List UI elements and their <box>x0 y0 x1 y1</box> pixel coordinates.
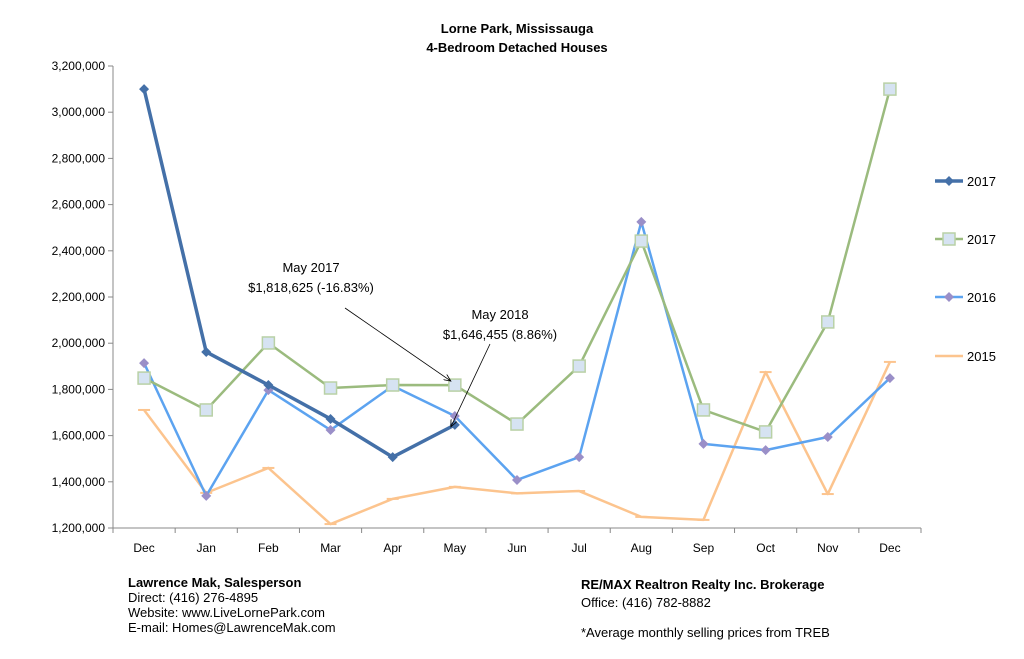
data-point-diamond <box>944 176 954 186</box>
x-tick-label: Nov <box>817 541 838 555</box>
x-tick-label: Jan <box>197 541 216 555</box>
data-point-diamond <box>884 373 895 384</box>
y-tick-label: 1,400,000 <box>52 475 106 489</box>
data-point-square <box>821 315 835 329</box>
data-point-square <box>448 378 462 392</box>
legend-label: 2016 <box>967 290 996 305</box>
annotation-label: May 2017 <box>282 260 339 275</box>
data-point-diamond <box>139 358 150 369</box>
data-point-square <box>883 82 897 96</box>
data-point-square <box>634 234 649 248</box>
x-tick-label: Dec <box>133 541 154 555</box>
data-point-diamond <box>822 431 833 442</box>
legend-label: 2015 <box>967 349 996 364</box>
series-2015-3 <box>138 360 896 526</box>
series-2017-0 <box>139 84 460 463</box>
x-tick-label: Jun <box>507 541 526 555</box>
brokerage-name: RE/MAX Realtron Realty Inc. Brokerage <box>581 577 825 592</box>
y-tick-label: 3,200,000 <box>52 59 106 73</box>
data-point-square <box>261 336 276 350</box>
series-2017-1 <box>137 82 897 439</box>
data-point-diamond <box>512 474 522 485</box>
y-tick-label: 1,600,000 <box>52 429 106 443</box>
legend-item-2015-3: 2015 <box>935 349 996 364</box>
data-point-diamond <box>636 216 647 227</box>
agent-name: Lawrence Mak, Salesperson <box>128 575 302 590</box>
x-tick-label: Oct <box>756 541 775 555</box>
data-point-square <box>137 371 151 385</box>
y-tick-label: 1,200,000 <box>52 521 106 535</box>
agent-direct: Direct: (416) 276-4895 <box>128 590 259 605</box>
x-tick-label: Sep <box>693 541 715 555</box>
brokerage-office: Office: (416) 782-8882 <box>581 595 711 610</box>
series-line <box>143 88 892 434</box>
data-point-diamond <box>139 84 150 95</box>
data-point-diamond <box>698 438 709 449</box>
data-point-diamond <box>201 490 212 501</box>
y-tick-label: 2,400,000 <box>52 244 106 258</box>
y-tick-label: 2,600,000 <box>52 198 106 212</box>
annotation-arrow <box>344 307 451 381</box>
data-point-diamond <box>325 425 336 436</box>
x-tick-label: Mar <box>320 541 341 555</box>
data-point-diamond <box>201 346 212 357</box>
data-point-diamond <box>325 413 336 424</box>
data-point-square <box>323 381 338 395</box>
series-2016-2 <box>139 216 895 501</box>
legend-item-2017-1: 2017 <box>935 232 996 247</box>
series-line <box>142 88 456 459</box>
data-point-diamond <box>944 292 954 302</box>
data-point-square <box>510 417 524 431</box>
series-line <box>143 361 892 526</box>
data-point-diamond <box>387 452 398 463</box>
data-point-square <box>758 425 773 439</box>
legend-label: 2017 <box>967 174 996 189</box>
annotation-label: May 2018 <box>471 307 528 322</box>
x-tick-label: Feb <box>258 541 279 555</box>
data-point-square <box>572 359 586 373</box>
x-tick-label: Dec <box>879 541 900 555</box>
y-tick-label: 2,000,000 <box>52 336 106 350</box>
data-point-square <box>385 378 400 392</box>
y-tick-label: 1,800,000 <box>52 382 106 396</box>
y-tick-label: 3,000,000 <box>52 105 106 119</box>
agent-website: Website: www.LiveLornePark.com <box>128 605 326 620</box>
x-tick-label: Apr <box>383 541 402 555</box>
legend-label: 2017 <box>967 232 996 247</box>
brokerage-info: RE/MAX Realtron Realty Inc. Brokerage Of… <box>581 577 830 640</box>
series-line <box>142 220 891 498</box>
agent-email: E-mail: Homes@LawrenceMak.com <box>128 620 336 635</box>
data-point-diamond <box>574 452 585 463</box>
data-point-diamond <box>263 380 274 391</box>
annotation-label: $1,818,625 (-16.83%) <box>248 280 374 295</box>
data-point-diamond <box>760 445 771 456</box>
y-tick-label: 2,200,000 <box>52 290 106 304</box>
annotation-label: $1,646,455 (8.86%) <box>443 327 557 342</box>
legend-item-2016-2: 2016 <box>935 290 996 305</box>
x-tick-label: May <box>444 541 467 555</box>
chart-title-line1: Lorne Park, Mississauga <box>441 21 594 36</box>
data-point-square <box>199 403 213 417</box>
x-tick-label: Jul <box>571 541 586 555</box>
source-note: *Average monthly selling prices from TRE… <box>581 625 830 640</box>
x-tick-label: Aug <box>631 541 652 555</box>
chart-title-line2: 4-Bedroom Detached Houses <box>426 40 607 55</box>
annotation-arrow <box>451 343 491 427</box>
y-tick-label: 2,800,000 <box>52 151 106 165</box>
legend-item-2017-0: 2017 <box>935 174 996 189</box>
data-point-square <box>942 232 956 246</box>
agent-info: Lawrence Mak, Salesperson Direct: (416) … <box>128 575 336 635</box>
data-point-square <box>696 403 711 417</box>
